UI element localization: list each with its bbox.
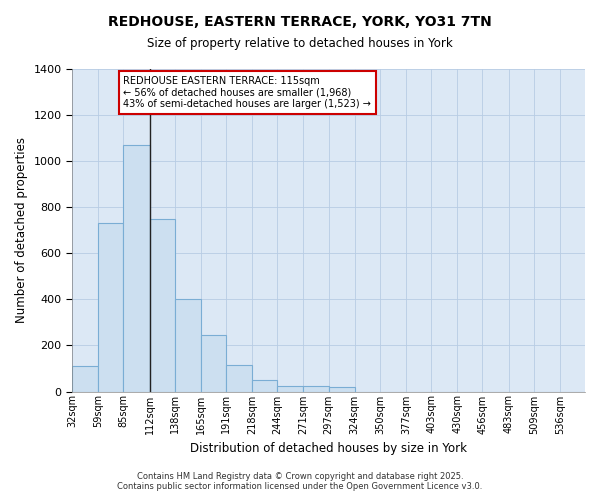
Bar [226, 365, 252, 392]
Text: REDHOUSE EASTERN TERRACE: 115sqm
← 56% of detached houses are smaller (1,968)
43: REDHOUSE EASTERN TERRACE: 115sqm ← 56% o… [124, 76, 371, 109]
Y-axis label: Number of detached properties: Number of detached properties [15, 138, 28, 324]
Bar [252, 380, 277, 392]
Bar [201, 335, 226, 392]
Text: REDHOUSE, EASTERN TERRACE, YORK, YO31 7TN: REDHOUSE, EASTERN TERRACE, YORK, YO31 7T… [108, 15, 492, 29]
Bar [175, 300, 201, 392]
Text: Size of property relative to detached houses in York: Size of property relative to detached ho… [147, 38, 453, 51]
Bar [277, 386, 304, 392]
Bar [98, 224, 124, 392]
Bar [304, 386, 329, 392]
Bar [329, 387, 355, 392]
Bar [124, 145, 149, 392]
Bar [149, 218, 175, 392]
Text: Contains HM Land Registry data © Crown copyright and database right 2025.
Contai: Contains HM Land Registry data © Crown c… [118, 472, 482, 491]
X-axis label: Distribution of detached houses by size in York: Distribution of detached houses by size … [190, 442, 467, 455]
Bar [72, 366, 98, 392]
